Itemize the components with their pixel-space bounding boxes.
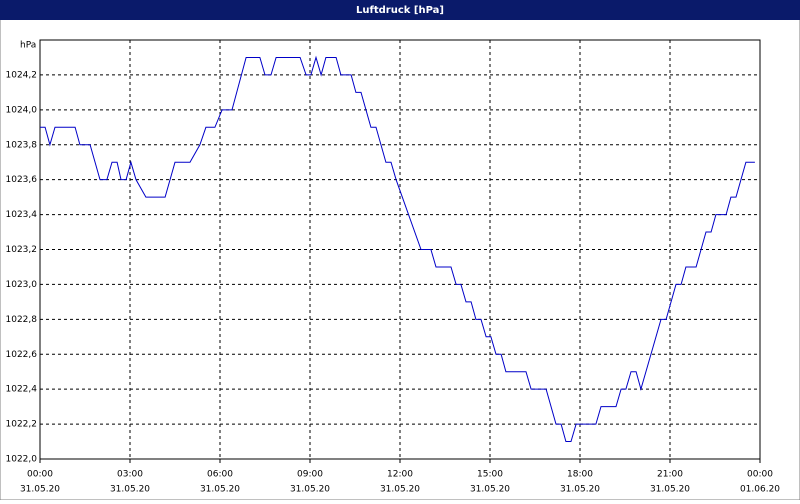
y-tick-label: 1022,0 bbox=[6, 455, 38, 465]
y-tick-label: 1023,0 bbox=[6, 280, 38, 290]
y-tick-label: 1023,4 bbox=[6, 210, 38, 220]
x-tick-label: 03:00 bbox=[117, 470, 143, 480]
x-tick-date: 31.05.20 bbox=[110, 485, 150, 495]
chart-title: Luftdruck [hPa] bbox=[356, 5, 444, 16]
x-tick-label: 00:00 bbox=[27, 470, 53, 480]
y-tick-label: 1024,0 bbox=[6, 105, 38, 115]
y-unit: hPa bbox=[20, 41, 36, 51]
x-tick-date: 31.05.20 bbox=[470, 485, 510, 495]
x-tick-date: 31.05.20 bbox=[650, 485, 690, 495]
x-tick-date: 31.05.20 bbox=[200, 485, 240, 495]
y-tick-label: 1022,2 bbox=[6, 420, 38, 430]
y-tick-label: 1022,6 bbox=[6, 350, 38, 360]
y-tick-label: 1022,4 bbox=[6, 385, 38, 395]
x-tick-label: 21:00 bbox=[657, 470, 683, 480]
x-tick-date: 31.05.20 bbox=[380, 485, 420, 495]
y-tick-label: 1023,8 bbox=[6, 140, 38, 150]
x-tick-label: 09:00 bbox=[297, 470, 323, 480]
x-tick-date: 31.05.20 bbox=[20, 485, 60, 495]
data-line bbox=[40, 55, 755, 443]
x-tick-label: 00:00 bbox=[747, 470, 773, 480]
y-tick-label: 1022,8 bbox=[6, 315, 38, 325]
x-tick-label: 06:00 bbox=[207, 470, 233, 480]
x-tick-date: 31.05.20 bbox=[560, 485, 600, 495]
y-tick-label: 1024,2 bbox=[6, 70, 38, 80]
x-tick-label: 15:00 bbox=[477, 470, 503, 480]
title-bar bbox=[0, 0, 800, 20]
y-tick-label: 1023,2 bbox=[6, 245, 38, 255]
y-tick-label: 1023,6 bbox=[6, 175, 38, 185]
x-tick-label: 18:00 bbox=[567, 470, 593, 480]
x-tick-label: 12:00 bbox=[387, 470, 413, 480]
x-tick-date: 31.05.20 bbox=[290, 485, 330, 495]
x-tick-date: 01.06.20 bbox=[740, 485, 780, 495]
